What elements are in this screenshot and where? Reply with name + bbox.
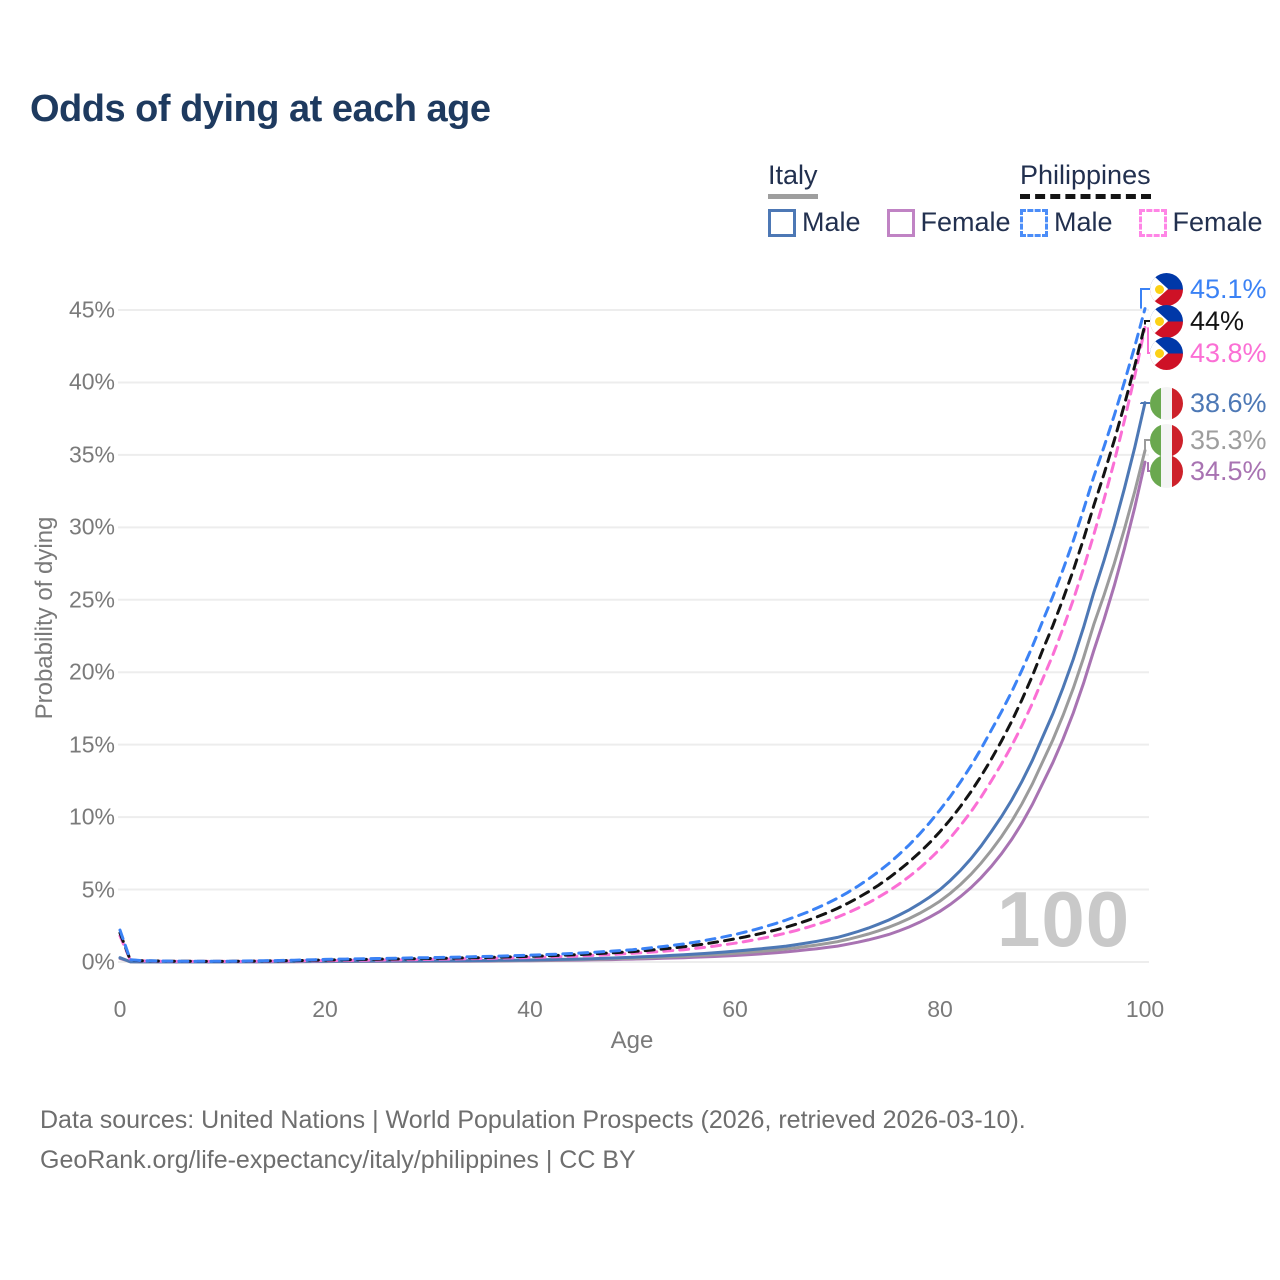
curve-ph-male[interactable] xyxy=(118,307,1147,963)
end-value-label: 44% xyxy=(1190,306,1245,336)
end-label-row: 35.3% xyxy=(1150,423,1267,457)
x-tick-label: 60 xyxy=(722,996,748,1022)
data-source-line: Data sources: United Nations | World Pop… xyxy=(40,1106,1026,1134)
y-tick-label: 45% xyxy=(68,296,115,323)
y-tick-label: 10% xyxy=(68,803,115,830)
end-label-connector xyxy=(1147,327,1150,354)
y-tick-label: 30% xyxy=(68,513,115,540)
y-tick-label: 35% xyxy=(68,441,115,468)
end-label-row: 45.1% xyxy=(1150,272,1267,306)
philippines-flag-icon xyxy=(1150,272,1183,306)
curve-it-female[interactable] xyxy=(118,460,1147,964)
end-label-row: 44% xyxy=(1150,304,1244,338)
philippines-flag-icon xyxy=(1150,304,1183,338)
end-label-connector xyxy=(1147,462,1150,472)
y-tick-label: 40% xyxy=(68,368,115,395)
attribution-line: GeoRank.org/life-expectancy/italy/philip… xyxy=(40,1146,636,1174)
philippines-female-swatch-icon xyxy=(1138,208,1167,237)
legend-toggle-italy-male[interactable]: Male xyxy=(768,207,861,238)
curve-it-male[interactable] xyxy=(118,401,1147,964)
end-value-label: 43.8% xyxy=(1190,338,1267,368)
x-axis-title: Age xyxy=(610,1027,654,1054)
end-label-connector xyxy=(1144,439,1150,451)
legend-toggle-philippines-male[interactable]: Male xyxy=(1020,207,1113,238)
end-label-row: 43.8% xyxy=(1150,336,1267,370)
y-tick-label: 25% xyxy=(68,586,115,613)
legend-country-philippines[interactable]: Philippines xyxy=(1020,160,1151,199)
x-tick-label: 20 xyxy=(312,996,338,1022)
legend-label: Female xyxy=(1172,207,1263,237)
end-value-label: 45.1% xyxy=(1190,274,1267,304)
curve-ph-female[interactable] xyxy=(118,325,1147,963)
legend-label: Male xyxy=(802,207,861,237)
legend-toggle-italy-female[interactable]: Female xyxy=(886,207,1011,238)
end-label-connector xyxy=(1140,288,1150,309)
philippines-flag-icon xyxy=(1150,336,1183,370)
italy-flag-icon xyxy=(1150,423,1183,457)
legend-toggle-philippines-female[interactable]: Female xyxy=(1138,207,1263,238)
y-tick-label: 5% xyxy=(81,876,115,903)
y-tick-label: 15% xyxy=(68,731,115,758)
italy-flag-icon xyxy=(1150,454,1183,488)
italy-male-swatch-icon xyxy=(768,208,796,237)
x-tick-label: 100 xyxy=(1125,996,1165,1022)
italy-female-swatch-icon xyxy=(886,208,915,237)
end-label-connector xyxy=(1144,320,1150,325)
end-value-label: 35.3% xyxy=(1190,425,1267,455)
legend-label: Female xyxy=(920,207,1011,237)
philippines-male-swatch-icon xyxy=(1020,208,1048,237)
legend-group-philippines: Philippines Male Female xyxy=(1020,160,1263,238)
x-tick-label: 80 xyxy=(927,996,953,1022)
end-value-label: 38.6% xyxy=(1190,388,1267,418)
legend-country-italy[interactable]: Italy xyxy=(768,160,818,199)
x-tick-label: 0 xyxy=(113,996,127,1022)
x-tick-label: 40 xyxy=(517,996,543,1022)
end-label-row: 38.6% xyxy=(1150,386,1267,420)
y-tick-label: 20% xyxy=(68,658,115,685)
y-tick-label: 0% xyxy=(81,948,115,975)
italy-flag-icon xyxy=(1150,386,1183,420)
legend-group-italy: Italy Male Female xyxy=(768,160,1011,238)
page-title: Odds of dying at each age xyxy=(30,88,491,130)
curve-ph-both[interactable] xyxy=(118,323,1147,963)
end-label-row: 34.5% xyxy=(1150,454,1267,488)
end-value-label: 34.5% xyxy=(1190,456,1267,486)
legend-label: Male xyxy=(1054,207,1113,237)
